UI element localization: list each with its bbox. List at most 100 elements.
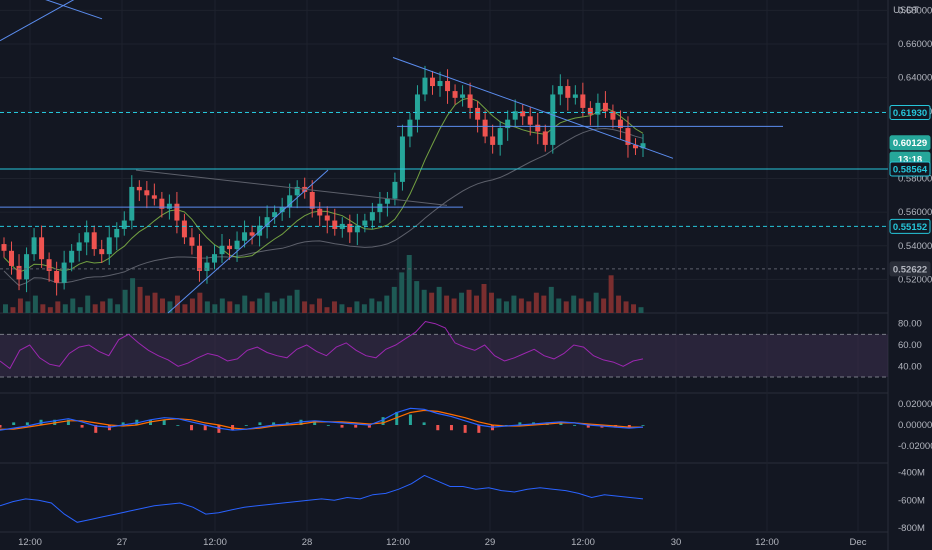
- candle-body: [211, 254, 217, 263]
- candle-body: [339, 223, 345, 229]
- macd-histogram-bar: [559, 422, 563, 425]
- volume-bar: [444, 295, 450, 313]
- volume-bar: [354, 301, 360, 313]
- candle-body: [527, 116, 533, 125]
- price-tick: 0.56000: [898, 207, 932, 218]
- candle-body: [234, 240, 240, 250]
- volume-bar: [324, 307, 330, 313]
- macd-histogram-bar: [395, 411, 399, 425]
- volume-bar: [541, 295, 547, 313]
- candle-body: [99, 249, 105, 255]
- macd-histogram-bar: [203, 425, 207, 431]
- candle-body: [632, 144, 638, 149]
- volume-bar: [429, 292, 435, 313]
- volume-bar: [160, 298, 165, 313]
- macd-panel[interactable]: [0, 407, 645, 433]
- macd-histogram-bar: [381, 417, 385, 425]
- time-tick: 28: [302, 537, 313, 548]
- candle-body: [16, 265, 22, 280]
- volume-bar: [563, 301, 569, 313]
- volume-bar: [578, 298, 584, 313]
- obv-tick: -800M: [898, 523, 925, 534]
- candle-body: [76, 242, 82, 251]
- price-panel[interactable]: [0, 0, 888, 314]
- candle-body: [166, 203, 172, 209]
- volume-bar: [511, 295, 517, 313]
- price-tag-label: 0.61930: [893, 108, 927, 119]
- candle-body: [227, 245, 233, 250]
- macd-histogram-bar: [25, 422, 29, 425]
- volume-bar: [17, 298, 23, 313]
- volume-bar: [474, 295, 480, 313]
- volume-bar: [219, 298, 225, 313]
- ma-slow-line: [3, 127, 644, 287]
- candle-body: [384, 198, 390, 204]
- macd-histogram-bar: [121, 422, 125, 425]
- volume-bar: [279, 298, 285, 313]
- trend-line-top: [45, 0, 103, 20]
- volume-bar: [384, 295, 390, 313]
- price-tick: 0.68000: [898, 5, 932, 16]
- candle-body: [399, 136, 405, 182]
- volume-bar: [167, 301, 173, 313]
- grid: [0, 0, 889, 550]
- candle-body: [144, 190, 150, 196]
- time-tick: 29: [485, 537, 496, 548]
- volume-bar: [100, 301, 106, 313]
- candle-body: [467, 94, 473, 108]
- macd-histogram-bar: [80, 425, 84, 428]
- volume-bar: [533, 292, 539, 313]
- macd-histogram-bar: [94, 425, 98, 433]
- obv-tick: -600M: [898, 495, 925, 506]
- candle-body: [151, 195, 157, 199]
- candle-body: [482, 119, 488, 137]
- volume-bar: [526, 301, 532, 313]
- volume-bar: [92, 304, 98, 313]
- macd-histogram-bar: [176, 425, 180, 426]
- macd-tick: 0.02000: [898, 399, 932, 410]
- candle-body: [204, 262, 210, 271]
- candle-body: [595, 102, 601, 115]
- rsi-panel[interactable]: [0, 320, 888, 378]
- macd-histogram-bar: [244, 425, 248, 426]
- channel-line: [135, 169, 448, 206]
- candle-body: [362, 220, 368, 226]
- candle-body: [46, 259, 52, 271]
- volume-bar: [77, 307, 83, 313]
- price-tick: 0.52000: [898, 274, 932, 285]
- volume-bar: [130, 278, 136, 313]
- candle-body: [587, 107, 593, 115]
- volume-bar: [436, 286, 442, 313]
- volume-bar: [586, 301, 592, 313]
- volume-bar: [466, 289, 472, 313]
- candle-body: [279, 207, 285, 213]
- candle-body: [610, 111, 616, 120]
- macd-histogram-bar: [217, 425, 221, 433]
- volume-bar: [631, 304, 637, 313]
- price-tag-box: [889, 261, 931, 277]
- volume-bar: [264, 292, 270, 313]
- time-axis[interactable]: 12:00 27 12:00 28 12:00 29 12:00 30 12:00 Dec: [18, 537, 867, 548]
- obv-panel[interactable]: [0, 474, 644, 523]
- time-tick: 27: [117, 537, 128, 548]
- candle-body: [196, 245, 202, 271]
- candle-body: [422, 77, 428, 95]
- volume-bar: [227, 301, 233, 313]
- candle-body: [490, 136, 496, 145]
- volume-bar: [137, 286, 143, 313]
- macd-histogram-bar: [0, 425, 2, 428]
- candle-body: [249, 232, 255, 236]
- candle-body: [24, 254, 30, 280]
- price-tag-label: 0.52622: [893, 264, 927, 275]
- volume-bar: [556, 298, 562, 313]
- volume-bar: [294, 289, 300, 313]
- price-axis[interactable]: USDT0.680000.660000.640000.620000.580000…: [889, 5, 932, 534]
- macd-histogram-bar: [354, 425, 358, 428]
- macd-histogram-bar: [449, 425, 453, 431]
- candle-body: [294, 186, 300, 196]
- time-tick: 12:00: [203, 537, 227, 548]
- volume-bar: [212, 304, 218, 313]
- volume-bar: [62, 304, 68, 313]
- macd-histogram-bar: [326, 425, 330, 426]
